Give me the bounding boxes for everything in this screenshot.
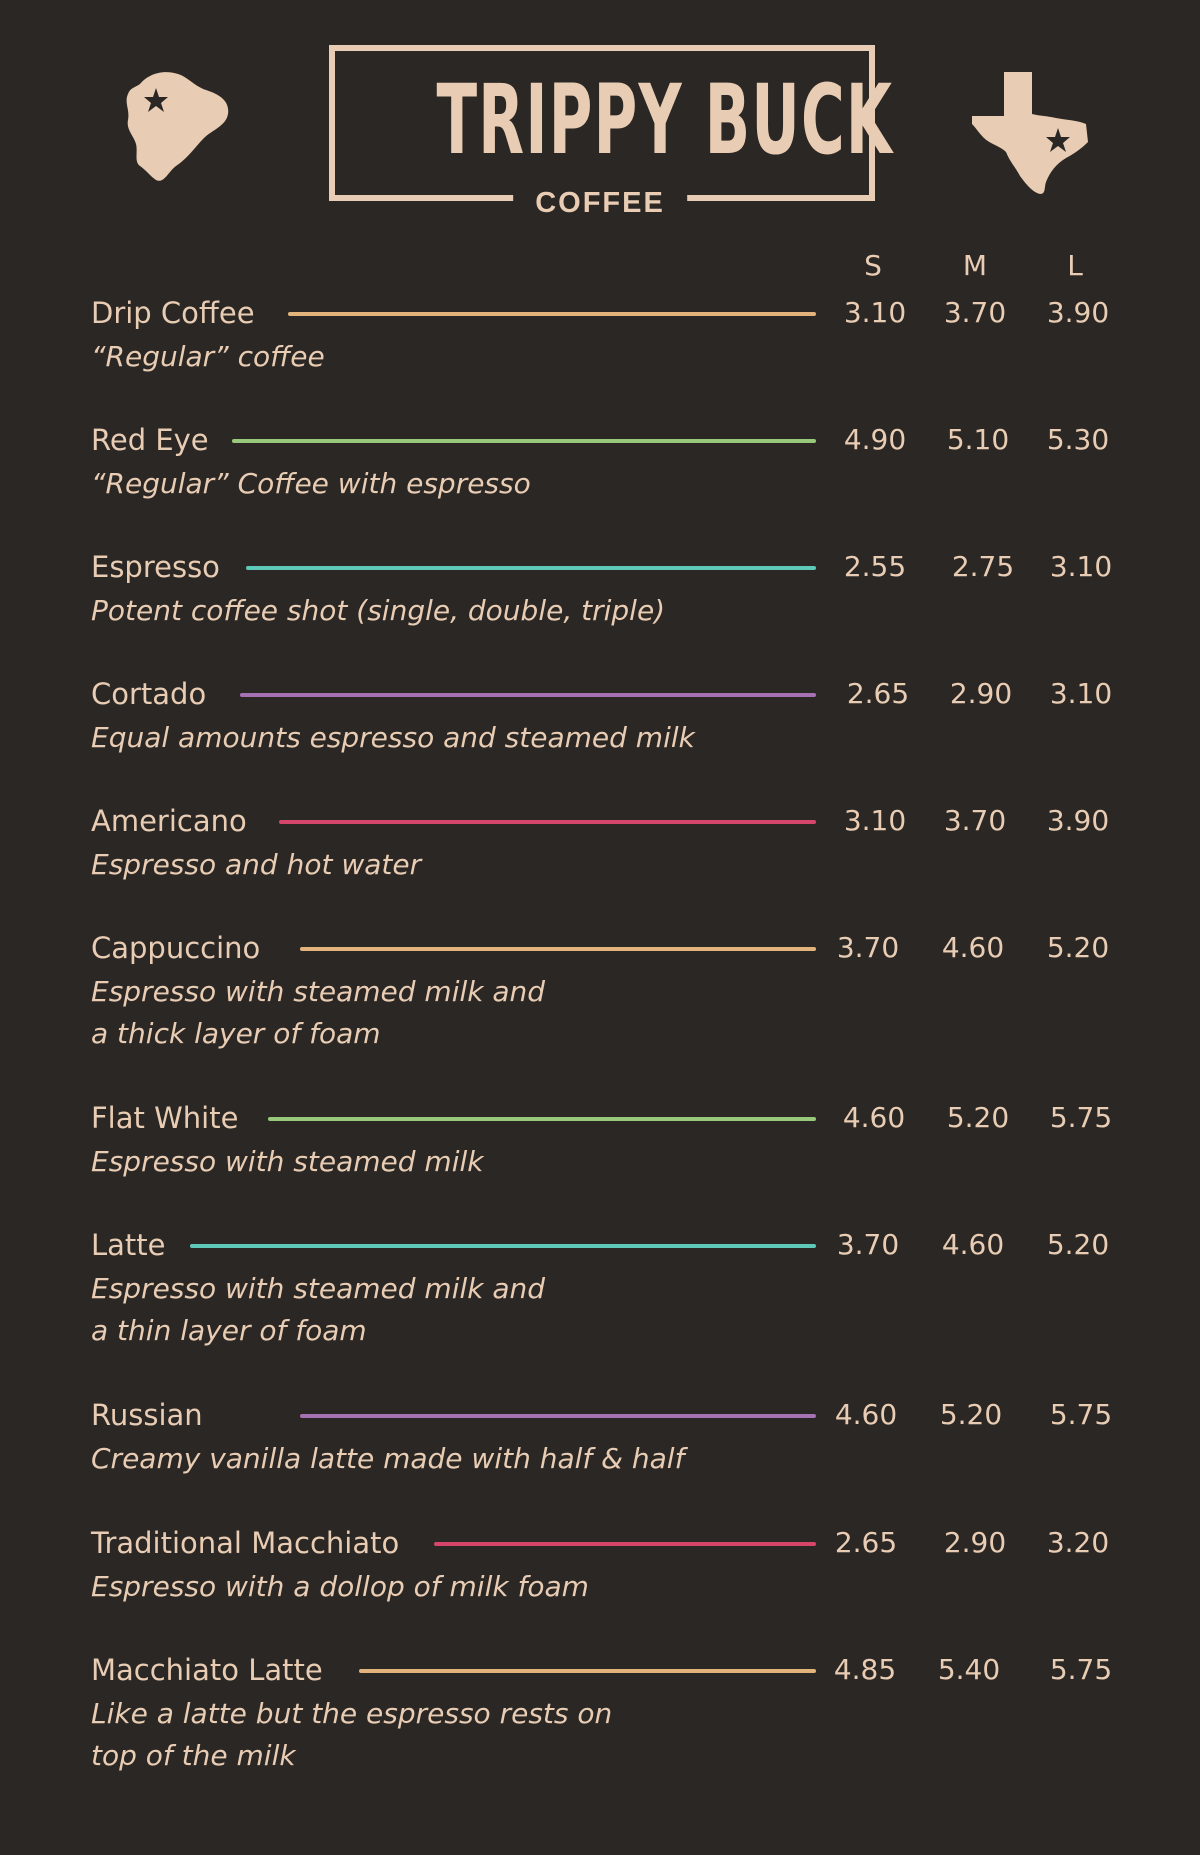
- item-divider-line: [434, 1542, 816, 1546]
- item-name: Flat White: [91, 1101, 239, 1135]
- price-medium: 2.75: [951, 550, 1015, 583]
- price-small: 3.10: [843, 296, 907, 329]
- item-divider-line: [300, 947, 816, 951]
- price-medium: 5.20: [939, 1398, 1003, 1431]
- item-divider-line: [246, 566, 816, 570]
- price-large: 5.75: [1049, 1653, 1113, 1686]
- item-name: Macchiato Latte: [91, 1653, 323, 1687]
- item-description: Espresso with a dollop of milk foam: [91, 1570, 589, 1603]
- item-description: Espresso with steamed milk and a thin la…: [91, 1272, 546, 1347]
- price-large: 5.20: [1046, 1228, 1110, 1261]
- logo-title: TRIPPY BUCK: [436, 64, 894, 176]
- price-small: 2.65: [834, 1526, 898, 1559]
- price-large: 5.20: [1046, 931, 1110, 964]
- price-medium: 3.70: [943, 804, 1007, 837]
- price-small: 3.70: [836, 1228, 900, 1261]
- item-divider-line: [288, 312, 816, 316]
- item-description: Espresso with steamed milk: [91, 1145, 484, 1178]
- size-header-l: L: [1067, 249, 1083, 282]
- price-small: 4.60: [842, 1101, 906, 1134]
- item-name: Espresso: [91, 550, 220, 584]
- item-divider-line: [279, 820, 816, 824]
- price-medium: 5.40: [937, 1653, 1001, 1686]
- item-description: Potent coffee shot (single, double, trip…: [91, 594, 666, 627]
- item-divider-line: [232, 439, 816, 443]
- item-description: “Regular” coffee: [91, 340, 325, 373]
- price-small: 4.60: [834, 1398, 898, 1431]
- item-description: “Regular” Coffee with espresso: [91, 467, 531, 500]
- item-description: Equal amounts espresso and steamed milk: [91, 721, 695, 754]
- item-description: Creamy vanilla latte made with half & ha…: [91, 1442, 685, 1475]
- item-name: Red Eye: [91, 423, 209, 457]
- item-name: Russian: [91, 1398, 203, 1432]
- size-header-m: M: [962, 249, 988, 282]
- price-large: 3.10: [1049, 550, 1113, 583]
- price-large: 3.90: [1046, 296, 1110, 329]
- price-medium: 3.70: [943, 296, 1007, 329]
- price-medium: 2.90: [949, 677, 1013, 710]
- item-name: Traditional Macchiato: [91, 1526, 400, 1560]
- price-large: 3.10: [1049, 677, 1113, 710]
- price-small: 4.90: [843, 423, 907, 456]
- item-name: Americano: [91, 804, 247, 838]
- item-name: Cortado: [91, 677, 207, 711]
- item-description: Like a latte but the espresso rests on t…: [91, 1697, 613, 1772]
- price-medium: 4.60: [941, 931, 1005, 964]
- item-description: Espresso with steamed milk and a thick l…: [91, 975, 546, 1050]
- price-small: 3.10: [843, 804, 907, 837]
- price-small: 2.55: [843, 550, 907, 583]
- item-name: Latte: [91, 1228, 166, 1262]
- texas-map-icon: [972, 72, 1088, 194]
- price-large: 5.75: [1049, 1398, 1113, 1431]
- logo-subtitle: COFFEE: [513, 178, 687, 228]
- price-large: 5.75: [1049, 1101, 1113, 1134]
- price-medium: 4.60: [941, 1228, 1005, 1261]
- price-small: 4.85: [833, 1653, 897, 1686]
- price-medium: 2.90: [943, 1526, 1007, 1559]
- size-header-s: S: [864, 249, 882, 282]
- item-name: Cappuccino: [91, 931, 261, 965]
- price-large: 5.30: [1046, 423, 1110, 456]
- price-large: 3.20: [1046, 1526, 1110, 1559]
- price-medium: 5.20: [946, 1101, 1010, 1134]
- item-description: Espresso and hot water: [91, 848, 422, 881]
- price-large: 3.90: [1046, 804, 1110, 837]
- state-map-icon: [126, 72, 229, 181]
- item-divider-line: [268, 1117, 816, 1121]
- item-name: Drip Coffee: [91, 296, 255, 330]
- price-medium: 5.10: [946, 423, 1010, 456]
- item-divider-line: [240, 693, 816, 697]
- item-divider-line: [300, 1414, 816, 1418]
- price-small: 2.65: [846, 677, 910, 710]
- item-divider-line: [190, 1244, 816, 1248]
- item-divider-line: [359, 1669, 816, 1673]
- price-small: 3.70: [836, 931, 900, 964]
